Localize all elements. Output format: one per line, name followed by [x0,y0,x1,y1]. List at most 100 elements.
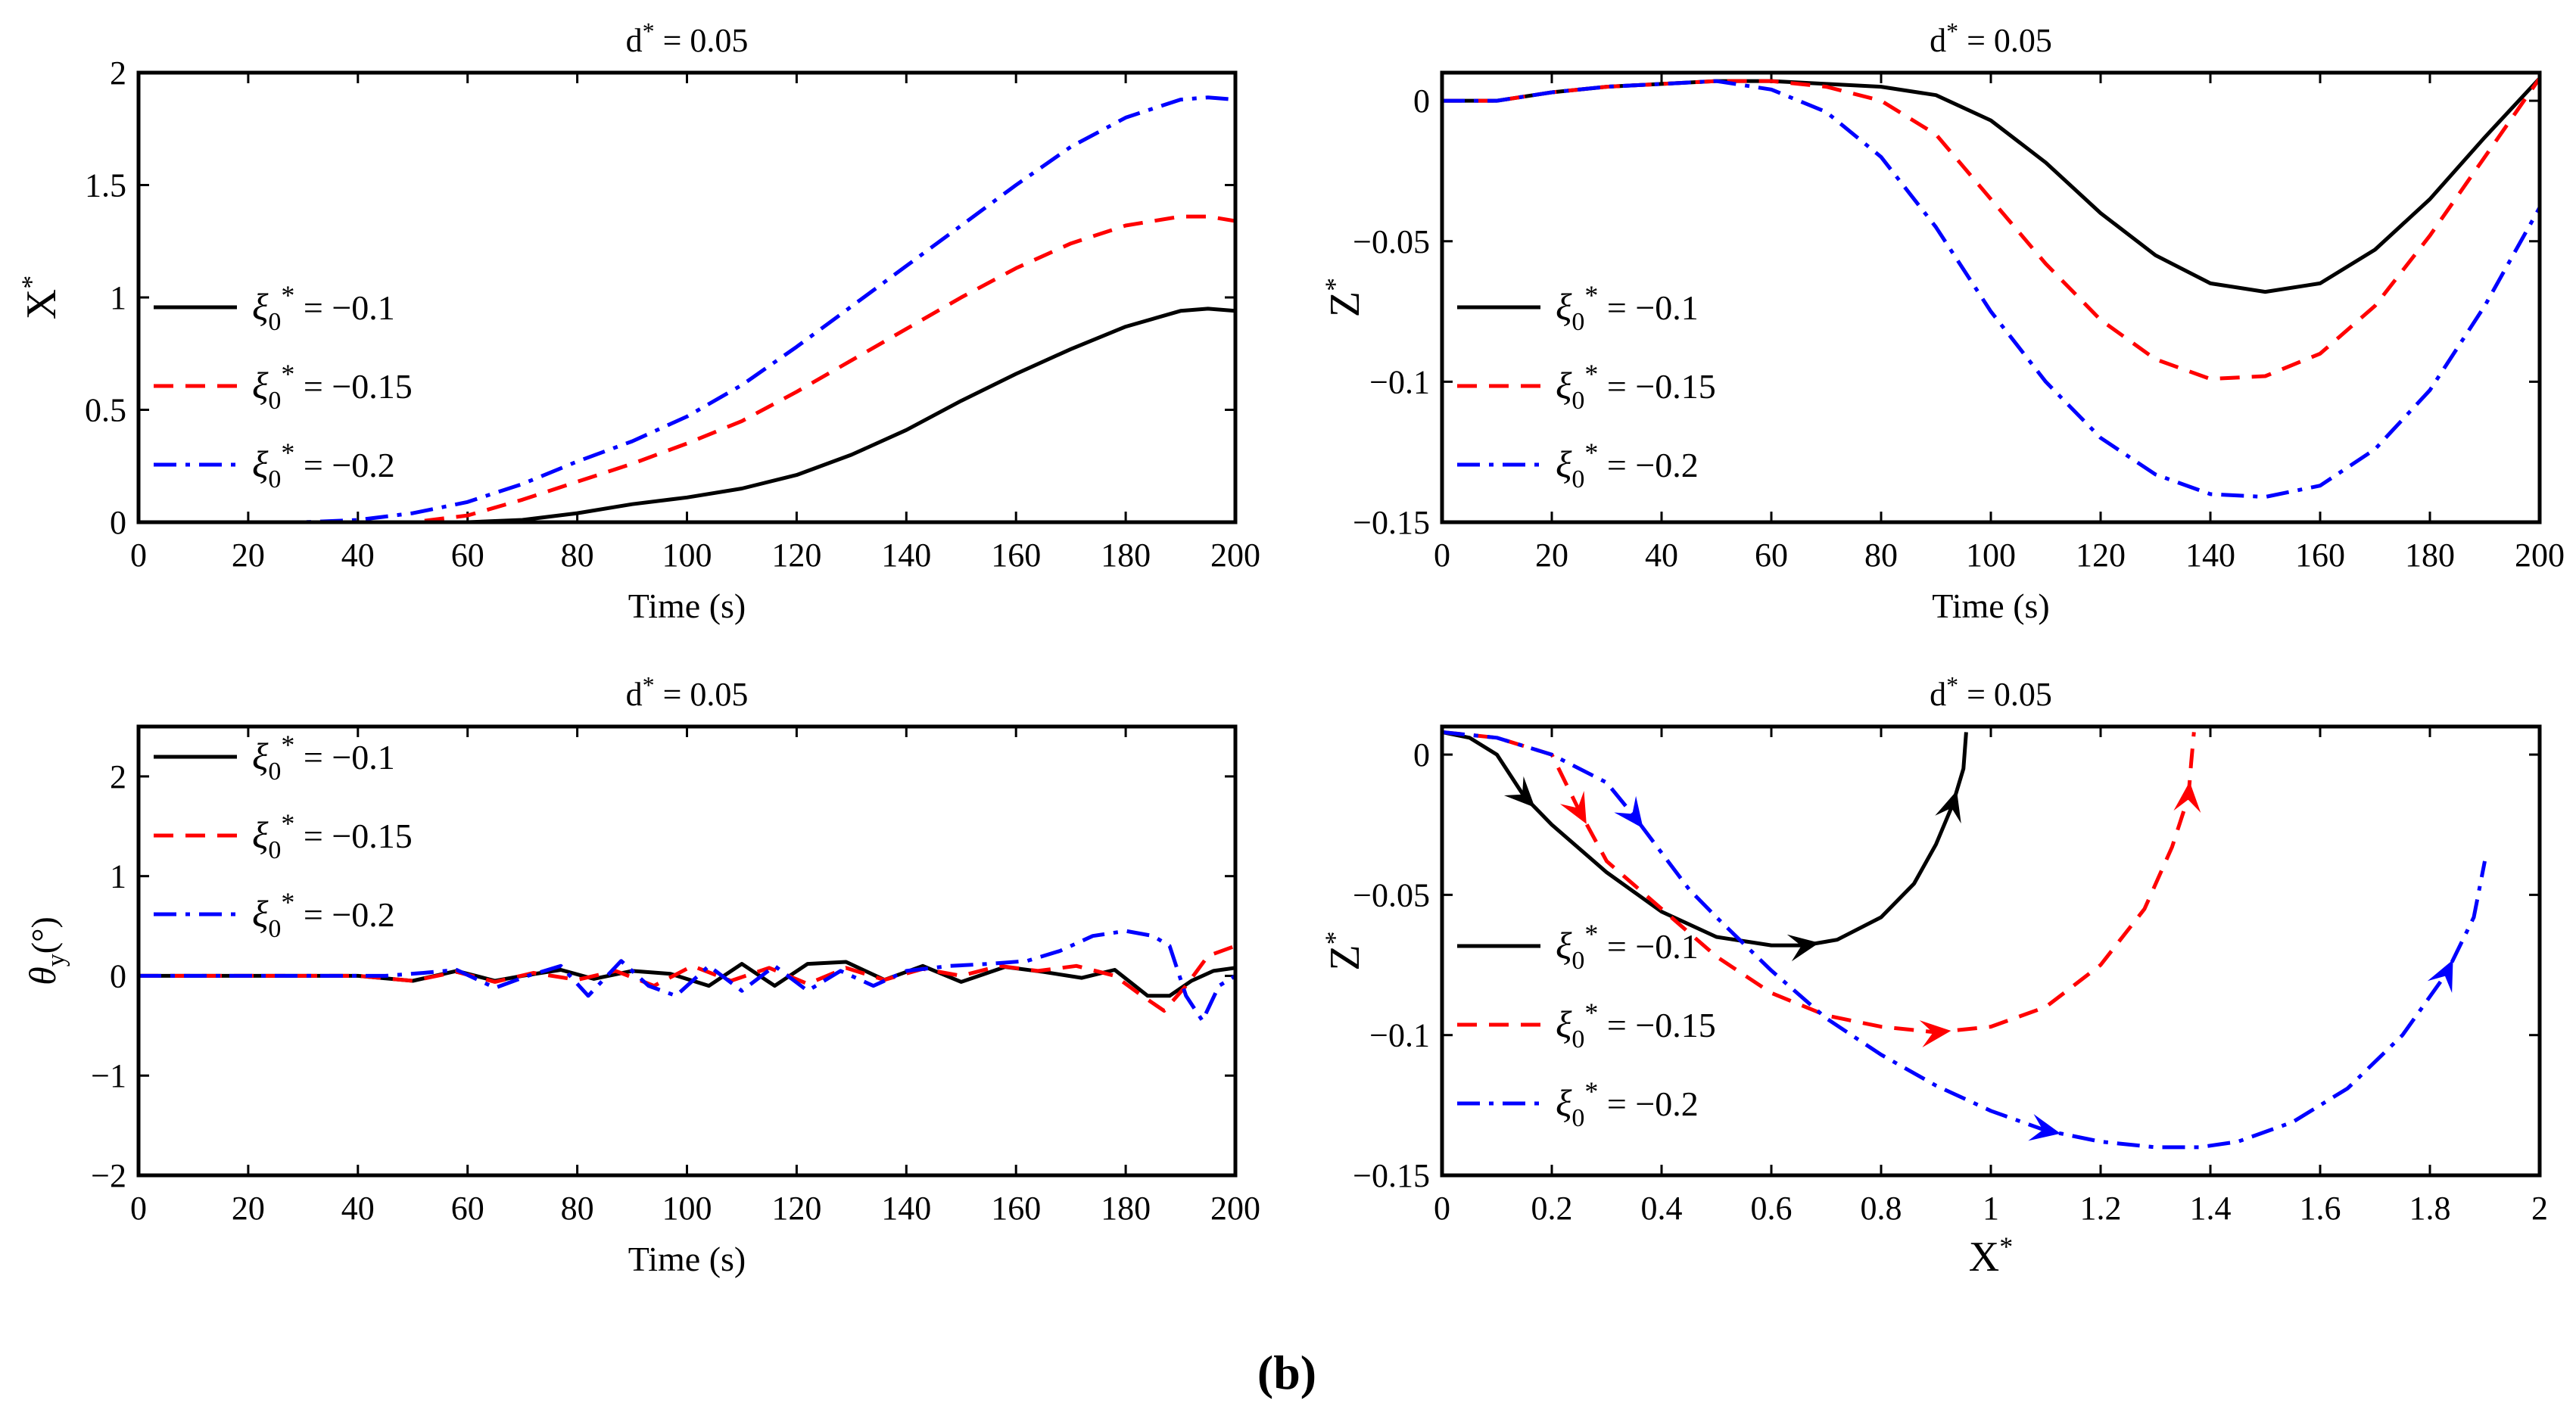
legend-xi: ξ [252,814,269,856]
y-tick-label: −0.1 [1369,363,1430,400]
x-tick-label: 200 [1210,537,1260,574]
y-axis-label: θy(°) [21,917,70,985]
legend-sub: 0 [268,836,281,864]
x-tick-label: 120 [771,1190,821,1227]
x-tick-label: 0.4 [1641,1190,1683,1227]
legend-label-3: ξ0* = −0.2 [1556,1076,1699,1132]
y-tick-label: −1 [91,1057,126,1094]
series-line-2 [139,214,1235,522]
chart-panel-3: d* = 0.050 20 40 60 80 100 120 140 160 180 200−2−1… [21,671,1260,1278]
legend-value: = −0.15 [1598,367,1715,406]
y-tick-label: −0.05 [1353,223,1430,260]
x-tick-label: 200 [1210,1190,1260,1227]
x-tick-label: 1 [1983,1190,1999,1227]
x-tick-label: 120 [771,537,821,574]
x-tick-label: 0.2 [1531,1190,1573,1227]
x-tick-label: 1.6 [2300,1190,2341,1227]
y-tick-label: −0.05 [1353,876,1430,913]
legend-value: = −0.2 [1598,446,1698,484]
y-axis-label-star: * [1319,931,1350,945]
legend-sub: 0 [268,387,281,415]
x-tick-label: 160 [2295,537,2345,574]
x-tick-label: 20 [1535,537,1568,574]
legend-value: = −0.2 [294,895,394,934]
x-tick-label: 80 [561,537,594,574]
figure-caption: (b) [1257,1346,1316,1399]
title-star: * [643,17,655,45]
x-tick-label: 0.6 [1751,1190,1793,1227]
y-axis-label-sub: y [42,954,70,966]
x-tick-label: 1.4 [2190,1190,2232,1227]
x-axis-label: X* [1969,1231,2013,1281]
series-group [1442,76,2540,499]
legend-star: * [281,280,294,310]
direction-arrow-3-2 [2028,1114,2061,1141]
x-tick-label: 140 [2185,537,2235,574]
direction-arrow-1-3 [1935,790,1961,824]
plot-frame [1440,724,2542,1178]
legend-star: * [281,359,294,389]
legend-xi: ξ [1556,1081,1572,1124]
legend-star: * [1584,997,1598,1028]
x-tick-label: 120 [2076,537,2126,574]
title-rest: = 0.05 [1958,676,2052,713]
direction-arrow-1-2 [1786,934,1820,962]
y-axis-label: X* [16,275,65,319]
chart-panel-1: d* = 0.050 20 40 60 80 100 120 140 160 180 20000.5… [16,17,1260,625]
title-star: * [643,671,655,699]
y-axis-label: Z* [1319,931,1369,970]
x-tick-label: 60 [1755,537,1788,574]
x-tick-label: 180 [2405,537,2455,574]
y-tick-label: −2 [91,1157,126,1194]
chart-title: d* = 0.05 [1930,671,2052,713]
legend-star: * [281,730,294,760]
y-tick-label: 0 [110,957,126,994]
title-rest: = 0.05 [655,22,749,59]
x-tick-label: 80 [561,1190,594,1227]
legend-sub: 0 [1571,1025,1584,1053]
x-tick-label: 100 [662,1190,712,1227]
series-line-3 [1442,79,2540,499]
y-tick-label: −0.15 [1353,504,1430,541]
x-axis-label: Time (s) [628,587,746,625]
title-star: * [1946,17,1958,45]
legend-value: = −0.1 [1598,288,1698,327]
legend-value: = −0.15 [294,817,412,855]
y-axis-label-base: Z [1322,291,1369,317]
series-line-3 [139,929,1235,1023]
direction-arrow-2-3 [2173,781,2201,814]
x-tick-label: 1.2 [2080,1190,2122,1227]
x-tick-label: 2 [2531,1190,2548,1227]
legend-star: * [281,887,294,917]
direction-arrow-2-2 [1919,1020,1951,1047]
legend-sub: 0 [1571,1104,1584,1132]
y-tick-label: 1.5 [85,167,126,204]
x-tick-label: 40 [1645,537,1678,574]
direction-arrow-2-1 [1559,791,1587,824]
y-tick-label: −0.1 [1369,1017,1430,1054]
y-axis-label-theta: θ [21,966,64,985]
chart-title: d* = 0.05 [626,671,749,713]
title-base: d [626,676,643,713]
legend-xi: ξ [1556,1003,1572,1045]
chart-panel-2: d* = 0.050 20 40 60 80 100 120 140 160 180 2000−0.… [1319,17,2565,625]
x-tick-label: 40 [341,537,375,574]
legend-sub: 0 [268,308,281,336]
title-star: * [1946,671,1958,699]
y-tick-label: 0 [110,504,126,541]
x-tick-label: 160 [991,537,1041,574]
series-line-2 [139,944,1235,1013]
x-tick-label: 20 [232,537,265,574]
x-tick-label: 180 [1101,537,1151,574]
x-tick-label: 40 [341,1190,375,1227]
y-axis-label-star: * [1319,278,1350,291]
x-tick-label: 60 [451,1190,484,1227]
chart-title: d* = 0.05 [1930,17,2052,59]
y-tick-label: 2 [110,54,126,92]
legend-star: * [1584,919,1598,949]
y-axis-label-star: * [16,275,46,289]
legend-sub: 0 [268,465,281,493]
legend-star: * [1584,359,1598,389]
